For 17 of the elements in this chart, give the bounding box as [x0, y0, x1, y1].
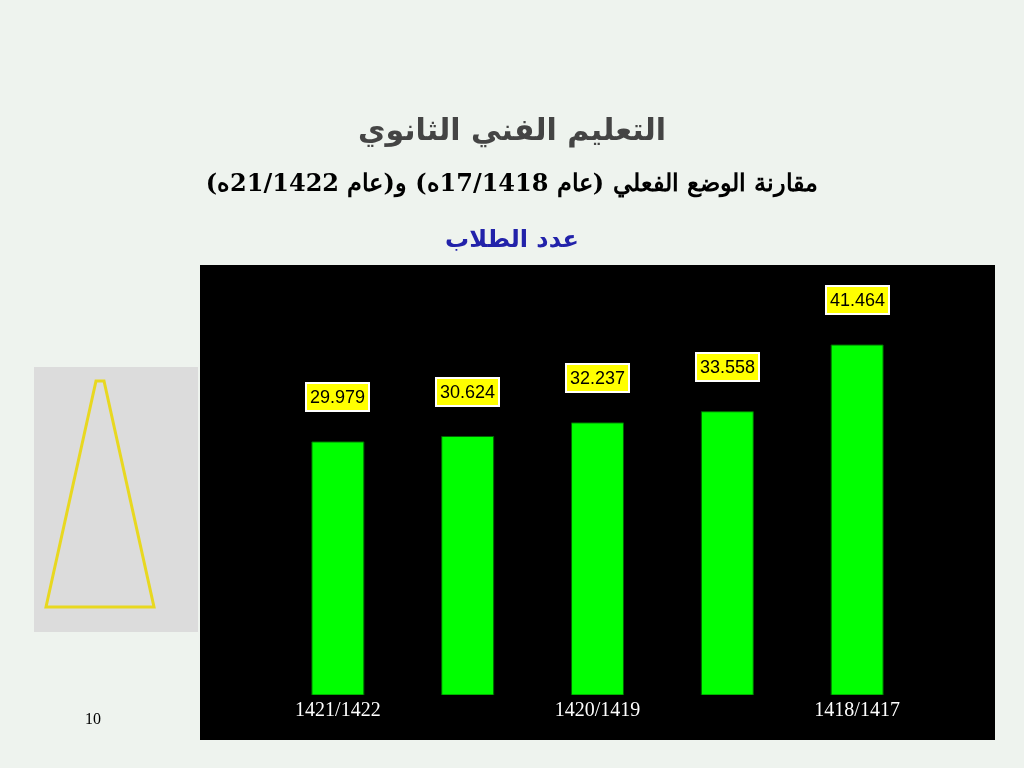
- data-label: 30.624: [440, 382, 496, 402]
- bar: [311, 441, 365, 695]
- data-label: 41.464: [830, 290, 886, 310]
- x-tick-label: 1420/1419: [554, 698, 641, 720]
- data-label: 29.979: [310, 387, 366, 407]
- chart-subtitle: مقارنة الوضع الفعلي (عام 17/1418ه) و(عام 21/1422ه): [204, 168, 820, 197]
- text: عدد الطلاب: [444, 225, 580, 253]
- bar: [571, 422, 624, 695]
- bar: [441, 436, 495, 695]
- text: 10: [85, 710, 101, 728]
- bar: [700, 411, 754, 695]
- x-tick-label: 1421/1422: [295, 698, 381, 720]
- x-tick-label: 1418/1417: [814, 698, 900, 720]
- chart-title: التعليم الفني الثانوي: [357, 112, 667, 147]
- data-label: 33.558: [700, 357, 756, 377]
- data-label: 32.237: [570, 368, 626, 388]
- bar: [830, 344, 884, 695]
